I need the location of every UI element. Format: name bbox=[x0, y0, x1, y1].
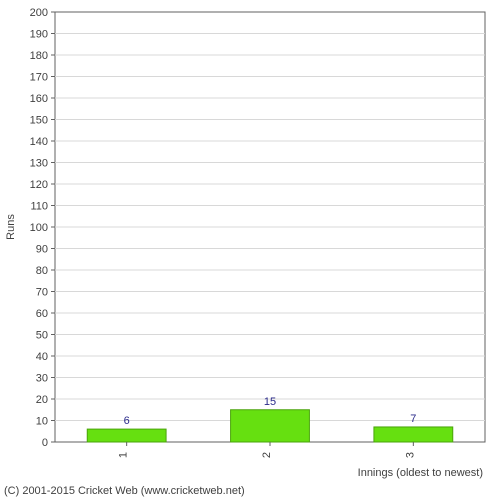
x-tick-label: 2 bbox=[261, 452, 273, 458]
y-tick-label: 0 bbox=[42, 437, 48, 449]
y-tick-label: 190 bbox=[30, 29, 48, 41]
y-tick-label: 180 bbox=[30, 50, 48, 62]
chart-container: 0 10 20 30 40 50 60 70 80 90 100 110 120 130 140 150 160… bbox=[0, 0, 500, 500]
y-tick-label: 170 bbox=[30, 72, 48, 84]
y-tick-label: 200 bbox=[30, 7, 48, 19]
bar-value-label: 15 bbox=[264, 396, 276, 408]
y-tick-label: 70 bbox=[36, 287, 48, 299]
bar bbox=[87, 429, 166, 442]
y-tick-label: 30 bbox=[36, 373, 48, 385]
y-tick-label: 20 bbox=[36, 394, 48, 406]
y-tick-label: 100 bbox=[30, 222, 48, 234]
y-tick-label: 140 bbox=[30, 136, 48, 148]
y-tick-label: 90 bbox=[36, 244, 48, 256]
x-axis-label: Innings (oldest to newest) bbox=[358, 467, 483, 479]
bar bbox=[374, 427, 453, 442]
y-tick-label: 50 bbox=[36, 330, 48, 342]
y-tick-label: 10 bbox=[36, 416, 48, 428]
y-axis-label: Runs bbox=[5, 214, 17, 240]
footer-copyright: (C) 2001-2015 Cricket Web (www.cricketwe… bbox=[4, 485, 245, 497]
x-tick-label: 3 bbox=[404, 452, 416, 458]
bar-value-label: 7 bbox=[410, 413, 416, 425]
y-tick-label: 150 bbox=[30, 115, 48, 127]
y-tick-label: 120 bbox=[30, 179, 48, 191]
runs-bar-chart: 0 10 20 30 40 50 60 70 80 90 100 110 120 130 140 150 160… bbox=[0, 0, 500, 500]
y-tick-label: 110 bbox=[30, 201, 48, 213]
y-tick-label: 80 bbox=[36, 265, 48, 277]
y-tick-label: 60 bbox=[36, 308, 48, 320]
y-tick-label: 130 bbox=[30, 158, 48, 170]
x-tick-label: 1 bbox=[118, 452, 130, 458]
bar-value-label: 6 bbox=[124, 415, 130, 427]
bar bbox=[231, 410, 310, 442]
y-tick-label: 40 bbox=[36, 351, 48, 363]
y-tick-label: 160 bbox=[30, 93, 48, 105]
